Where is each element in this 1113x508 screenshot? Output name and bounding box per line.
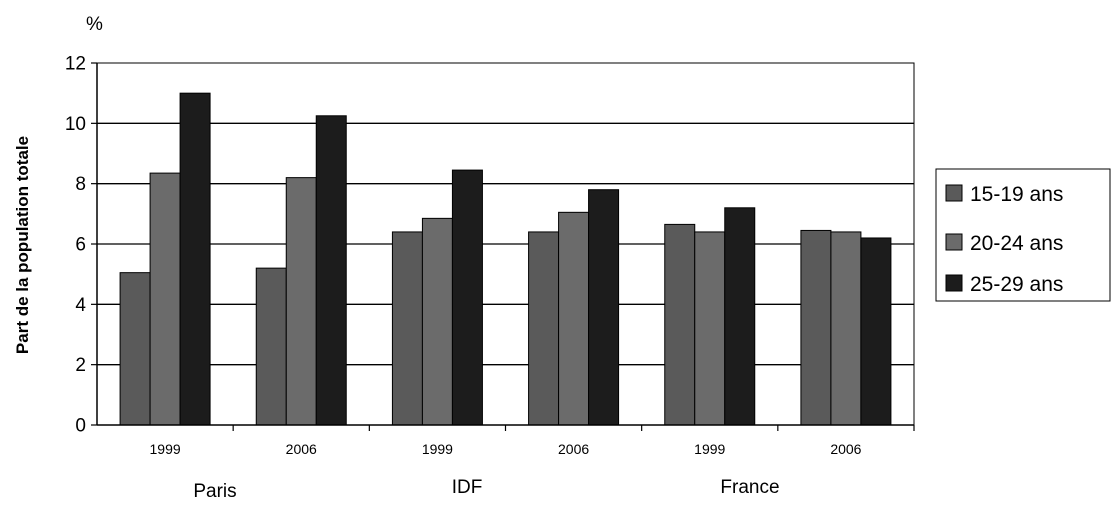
bars xyxy=(119,92,892,426)
x-tick-label: 1999 xyxy=(694,441,725,457)
group-label: Paris xyxy=(193,481,236,502)
y-tick-label: 6 xyxy=(75,235,86,256)
x-tick-label: 1999 xyxy=(150,441,181,457)
bar xyxy=(119,272,151,426)
y-tick-label: 10 xyxy=(65,114,86,135)
y-tick-label: 2 xyxy=(75,355,86,376)
y-tick-label: 4 xyxy=(75,295,86,316)
legend: 15-19 ans 20-24 ans 25-29 ans xyxy=(935,168,1111,302)
bar xyxy=(664,223,696,426)
legend-label: 25-29 ans xyxy=(970,273,1063,296)
bar xyxy=(285,177,317,426)
y-tick-label: 8 xyxy=(75,174,86,195)
x-tick-label: 2006 xyxy=(286,441,317,457)
group-label: IDF xyxy=(452,477,483,498)
x-tick-label: 2006 xyxy=(558,441,589,457)
bar xyxy=(528,231,560,426)
bar xyxy=(830,231,862,426)
bar xyxy=(558,211,590,426)
unit-label: % xyxy=(86,14,103,35)
x-tick-label: 1999 xyxy=(422,441,453,457)
y-tick-label: 0 xyxy=(75,416,86,437)
gridlines xyxy=(97,122,914,366)
legend-items: 15-19 ans 20-24 ans 25-29 ans xyxy=(945,183,1063,296)
group-labels: Paris IDF France xyxy=(193,477,779,502)
bar xyxy=(149,172,181,426)
y-tick-label: 12 xyxy=(65,54,86,75)
bar xyxy=(724,207,756,426)
legend-label: 15-19 ans xyxy=(970,183,1063,206)
bar xyxy=(860,237,892,426)
bar xyxy=(588,189,620,426)
legend-label: 20-24 ans xyxy=(970,232,1063,255)
bar xyxy=(800,229,832,426)
bar xyxy=(315,115,347,426)
bar xyxy=(451,169,483,426)
x-tick-label: 2006 xyxy=(830,441,861,457)
bar xyxy=(179,92,211,426)
group-label: France xyxy=(720,477,779,498)
bar xyxy=(694,231,726,426)
bar xyxy=(255,267,287,426)
legend-frame xyxy=(935,168,1111,302)
legend-swatch xyxy=(945,274,963,292)
bar xyxy=(421,217,453,426)
legend-swatch xyxy=(945,233,963,251)
y-ticks: 0 2 4 6 8 10 12 xyxy=(65,54,97,437)
x-ticks: 1999 2006 1999 2006 1999 2006 xyxy=(150,425,915,457)
y-axis-title: Part de la population totale xyxy=(13,136,32,354)
bar xyxy=(391,231,423,426)
legend-swatch xyxy=(945,184,963,202)
